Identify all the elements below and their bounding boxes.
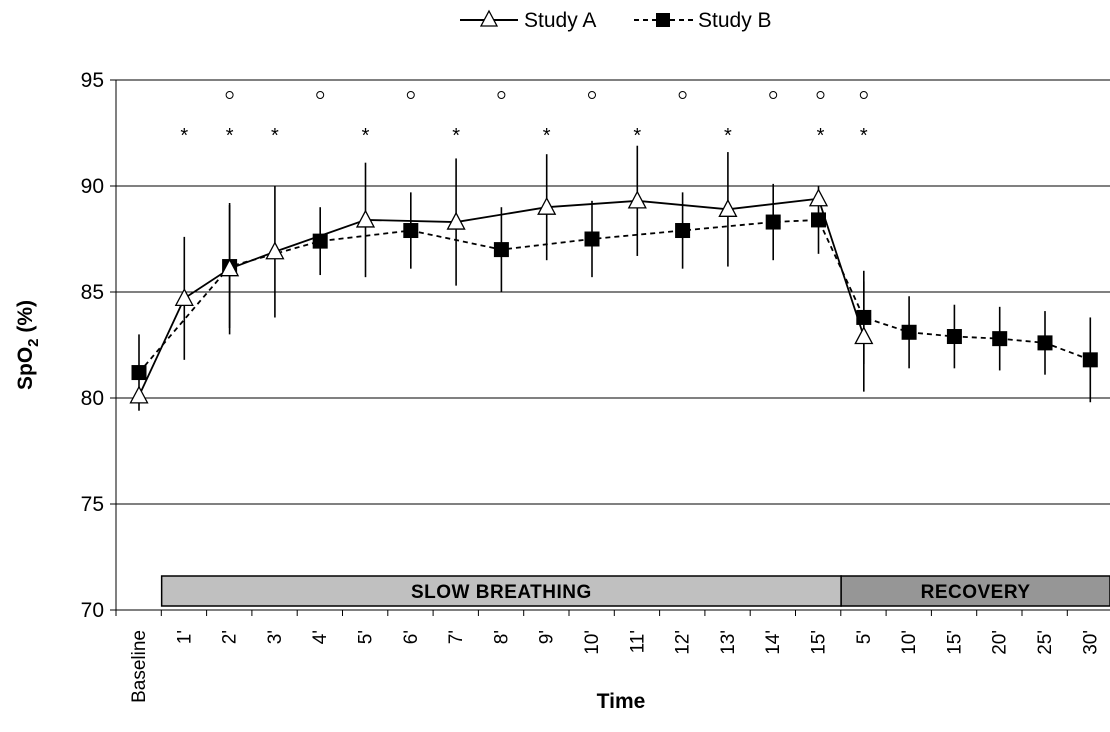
x-tick-label: 5' (854, 630, 875, 644)
data-point-study-b (493, 242, 509, 258)
y-axis-title-unit: (%) (14, 300, 37, 339)
legend-study-a-marker (479, 9, 499, 27)
x-tick-label: 9' (537, 630, 558, 644)
y-tick-label-70: 70 (81, 599, 104, 622)
x-tick-label: Baseline (129, 630, 150, 703)
series-study-a (129, 145, 874, 404)
x-tick-label: 8' (491, 630, 512, 644)
significance-star: * (543, 125, 551, 147)
x-tick-label: 1' (174, 630, 195, 644)
data-point-study-a (355, 209, 376, 228)
y-axis-title: SpO2 (%) (14, 300, 42, 390)
y-tick-label-75: 75 (81, 493, 104, 516)
y-axis-title-main: SpO (14, 347, 37, 390)
data-point-study-a (174, 287, 194, 307)
significance-star: * (633, 125, 641, 147)
x-tick-label: 6' (401, 630, 422, 644)
significance-circle (816, 91, 825, 99)
phase-label: RECOVERY (921, 582, 1031, 603)
legend-study-b-label: Study B (698, 9, 772, 32)
significance-star: * (271, 125, 279, 147)
y-tick-label-85: 85 (81, 281, 104, 304)
series-study-b (131, 183, 1098, 411)
gridlines (116, 79, 1110, 505)
x-tick-label: 7' (446, 630, 467, 644)
significance-star: * (226, 125, 234, 147)
data-point-study-b (1037, 335, 1053, 351)
series-line-study-b (138, 218, 1091, 374)
data-point-study-a (537, 196, 557, 215)
y-axis-title-subscript: 2 (25, 338, 42, 346)
x-tick-label: 12' (673, 630, 694, 655)
significance-circle (859, 91, 868, 99)
x-tick-label: 25' (1035, 630, 1056, 655)
x-tick-label: 3' (265, 630, 286, 644)
data-point-study-b (765, 214, 781, 230)
legend: Study A Study B (460, 9, 772, 32)
x-axis-title: Time (597, 690, 646, 713)
x-tick-label: 2' (220, 630, 241, 644)
y-tick-label-80: 80 (81, 387, 104, 410)
significance-circle (678, 91, 687, 99)
phase-bars: SLOW BREATHING RECOVERY (160, 575, 1110, 607)
significance-star: * (452, 125, 460, 147)
data-point-study-b (1082, 352, 1098, 368)
data-point-study-b (992, 331, 1008, 347)
data-point-study-b (584, 231, 600, 247)
y-tick-label-90: 90 (81, 175, 104, 198)
x-tick-label: 13' (718, 630, 739, 655)
significance-star: * (817, 125, 825, 147)
y-tick-label-95: 95 (81, 69, 104, 92)
significance-star: * (180, 125, 188, 147)
significance-circle (406, 91, 415, 99)
data-point-study-a (265, 241, 285, 260)
data-point-study-a (718, 198, 738, 217)
data-point-study-b (131, 365, 147, 381)
phase-bar (840, 575, 1110, 607)
data-point-study-a (129, 385, 149, 404)
significance-circle (769, 91, 778, 99)
significance-star: * (724, 125, 732, 147)
data-point-study-a (808, 188, 829, 207)
x-tick-label: 14' (763, 630, 784, 655)
significance-markers: * * * * * * * * * * (180, 91, 868, 147)
y-tick-labels: 70 75 80 85 90 95 (81, 69, 104, 622)
data-point-study-a (220, 258, 240, 277)
data-point-study-b (403, 223, 419, 239)
axes (110, 79, 1110, 616)
data-point-study-b (946, 329, 962, 345)
data-point-study-b (811, 212, 826, 228)
significance-star: * (860, 125, 868, 147)
phase-bar (160, 575, 842, 607)
x-tick-label: 5' (356, 630, 377, 644)
x-tick-label: 15' (809, 630, 830, 655)
significance-circle (497, 91, 506, 99)
significance-circle (225, 91, 234, 99)
phase-label: SLOW BREATHING (411, 582, 592, 603)
data-point-study-b (901, 324, 917, 340)
x-tick-label: 4' (310, 630, 331, 644)
legend-study-a-label: Study A (524, 9, 596, 32)
data-point-study-a (627, 190, 647, 209)
data-point-study-a (446, 211, 466, 230)
x-tick-label: 30' (1080, 630, 1101, 655)
significance-circle (316, 91, 325, 99)
data-point-study-a (854, 326, 874, 345)
significance-circle (588, 91, 596, 99)
data-point-study-b (675, 223, 691, 239)
x-tick-labels: Baseline 1' 2' 3' 4' 5' 6' 7' 8' 9' 10' 11' 12' 13' 14… (129, 630, 1101, 703)
x-tick-label: 20' (990, 630, 1011, 655)
x-tick-label: 10' (899, 630, 920, 655)
x-tick-label: 10' (582, 630, 603, 655)
legend-study-b-marker (656, 13, 670, 27)
x-tick-label: 15' (944, 630, 965, 655)
significance-star: * (362, 125, 370, 147)
x-tick-label: 11' (627, 630, 648, 653)
